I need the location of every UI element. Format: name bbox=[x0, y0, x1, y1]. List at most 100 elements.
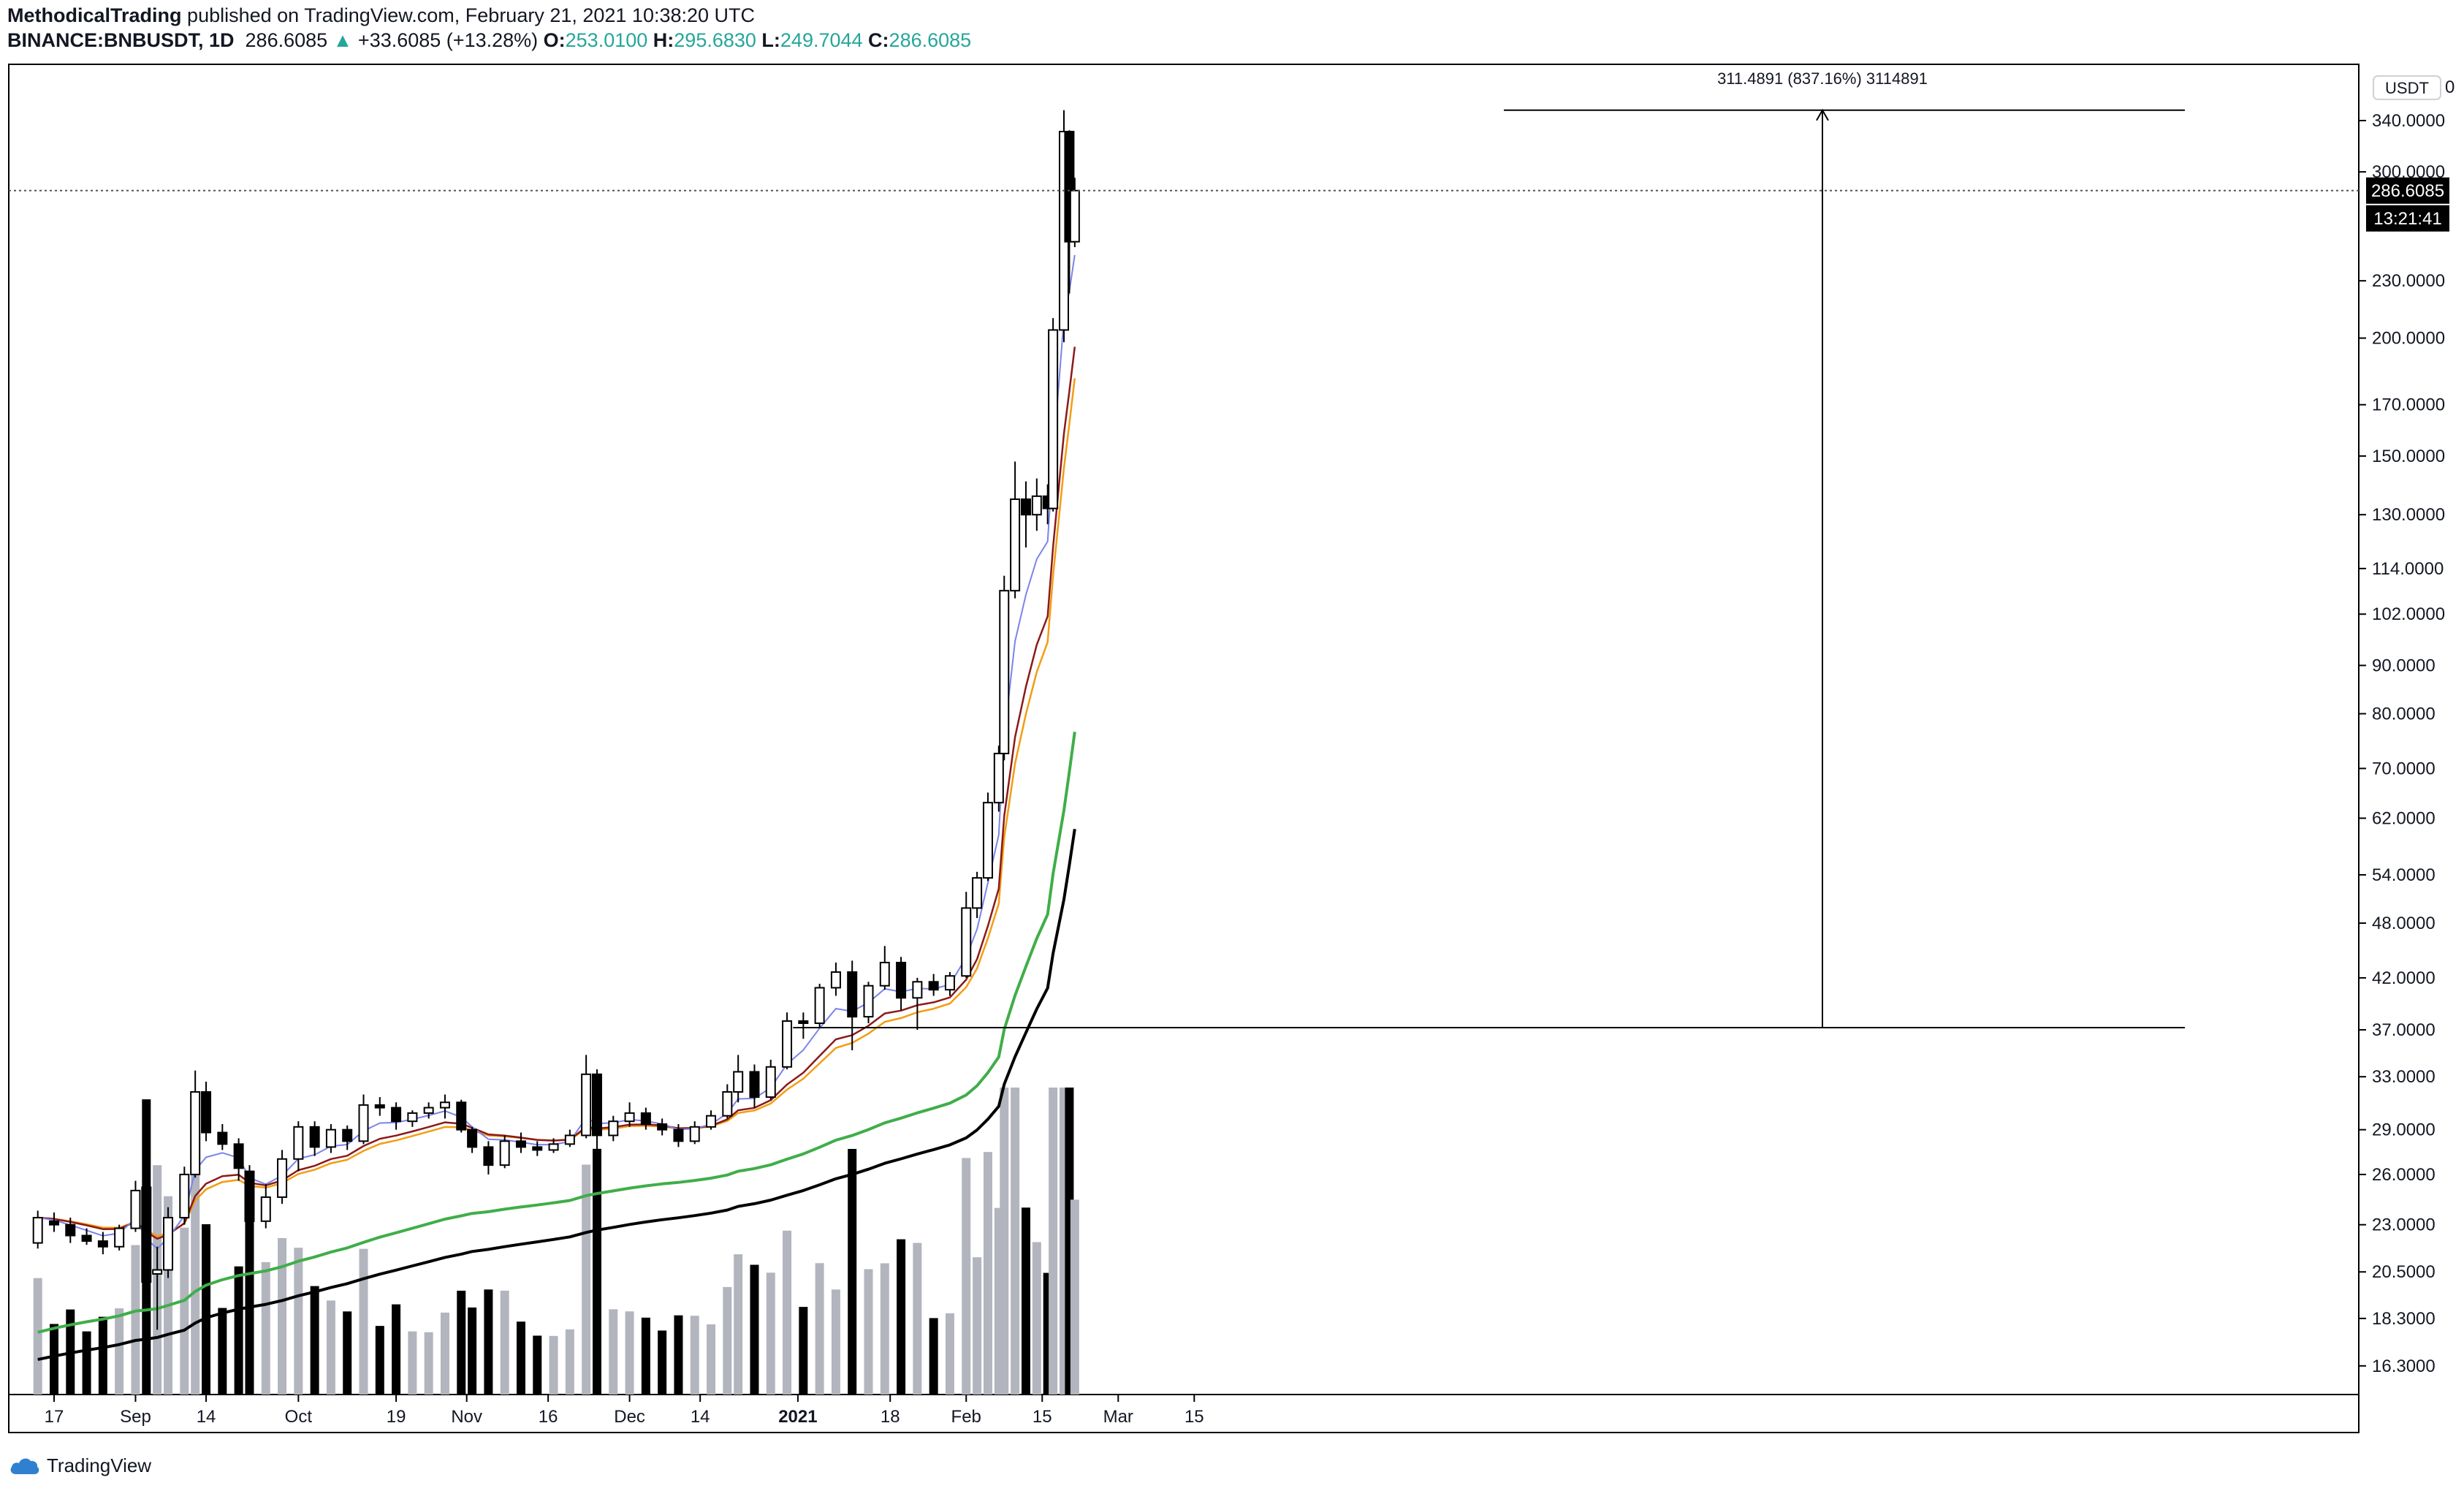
volume-bar bbox=[440, 1312, 449, 1395]
volume-bar bbox=[593, 1148, 601, 1395]
candle-body bbox=[879, 961, 890, 987]
price-tick-label: 130.0000 bbox=[2372, 505, 2445, 525]
volume-bar bbox=[783, 1230, 792, 1395]
candle-body bbox=[1020, 498, 1031, 516]
candle-body bbox=[456, 1101, 467, 1131]
candle-body bbox=[657, 1123, 668, 1131]
price-tick-label: 33.0000 bbox=[2372, 1067, 2436, 1087]
time-tick-label: Dec bbox=[614, 1407, 645, 1427]
volume-bar bbox=[261, 1262, 270, 1395]
price-change: +33.6085 (+13.28%) bbox=[357, 29, 539, 51]
price-tick-label: 37.0000 bbox=[2372, 1020, 2436, 1040]
volume-bar bbox=[609, 1309, 618, 1395]
volume-bar bbox=[1032, 1242, 1041, 1395]
time-tick-label: 17 bbox=[45, 1407, 64, 1427]
measure-label: 311.4891 (837.16%) 3114891 bbox=[1717, 69, 1928, 88]
volume-bar bbox=[848, 1148, 857, 1395]
price-tick-label: 90.0000 bbox=[2372, 656, 2436, 675]
candle-body bbox=[190, 1090, 201, 1175]
volume-bar bbox=[723, 1286, 732, 1395]
candle-body bbox=[32, 1217, 43, 1244]
candlesticks bbox=[32, 110, 1080, 1330]
candle-body bbox=[141, 1186, 152, 1283]
volume-bar bbox=[1021, 1207, 1030, 1395]
volume-bars bbox=[33, 1088, 1079, 1395]
volume-bar bbox=[359, 1248, 368, 1395]
last-price: 286.6085 bbox=[245, 29, 328, 51]
candle-body bbox=[114, 1227, 125, 1248]
time-tick-label: 15 bbox=[1185, 1407, 1204, 1427]
plot-frame bbox=[8, 64, 2360, 1433]
author-name[interactable]: MethodicalTrading bbox=[7, 4, 182, 26]
price-badges: 286.6085 13:21:41 bbox=[2366, 177, 2449, 232]
volume-bar bbox=[707, 1324, 716, 1395]
candle-body bbox=[309, 1126, 320, 1148]
candle-body bbox=[782, 1020, 793, 1068]
candle-body bbox=[798, 1020, 809, 1024]
candle-body bbox=[49, 1220, 59, 1226]
candle-body bbox=[325, 1128, 336, 1148]
volume-bar bbox=[973, 1257, 982, 1395]
price-tick-label: 102.0000 bbox=[2372, 604, 2445, 624]
measure-tool[interactable]: 311.4891 (837.16%) 3114891 bbox=[793, 69, 2185, 1028]
volume-bar bbox=[1011, 1088, 1020, 1395]
volume-bar bbox=[690, 1316, 699, 1395]
volume-bar bbox=[641, 1317, 650, 1395]
symbol-name: BINANCE:BNBUSDT, 1D bbox=[7, 29, 235, 51]
price-tick-label: 20.5000 bbox=[2372, 1262, 2436, 1282]
candle-body bbox=[65, 1223, 76, 1237]
candle-body bbox=[689, 1126, 700, 1142]
volume-bar bbox=[343, 1311, 352, 1395]
volume-bar bbox=[202, 1224, 211, 1395]
candle-body bbox=[673, 1128, 684, 1142]
time-tick-label: 19 bbox=[387, 1407, 406, 1427]
publish-text: published on TradingView.com, February 2… bbox=[187, 4, 756, 26]
volume-bar bbox=[913, 1242, 922, 1395]
currency-badge-tail: 0 bbox=[2445, 77, 2455, 97]
candle-body bbox=[277, 1158, 288, 1198]
price-tick-label: 230.0000 bbox=[2372, 271, 2445, 291]
candle-body bbox=[961, 907, 972, 977]
high-label: H: bbox=[653, 29, 674, 51]
open-label: O: bbox=[543, 29, 566, 51]
volume-bar bbox=[98, 1316, 107, 1395]
volume-bar bbox=[278, 1237, 287, 1395]
price-tick-label: 62.0000 bbox=[2372, 808, 2436, 828]
currency-badge[interactable]: 3 USDT 0 bbox=[2372, 75, 2455, 100]
candle-body bbox=[982, 802, 993, 879]
price-axis[interactable]: 340.0000300.0000230.0000200.0000170.0000… bbox=[2359, 111, 2445, 1376]
tradingview-brand[interactable]: TradingView bbox=[9, 1451, 151, 1480]
time-axis[interactable]: 17 Sep 14 Oct 19 Nov 16 Dec 14 2021 18 Feb 15 Mar 15 bbox=[45, 1395, 1204, 1427]
candle-body bbox=[993, 752, 1004, 804]
candle-body bbox=[439, 1101, 450, 1109]
candle-body bbox=[532, 1146, 543, 1151]
time-tick-label: Mar bbox=[1103, 1407, 1133, 1427]
volume-bar bbox=[457, 1290, 466, 1395]
tradingview-cloud-icon bbox=[10, 1458, 39, 1474]
volume-bar bbox=[799, 1307, 808, 1395]
volume-bar bbox=[115, 1308, 124, 1395]
candle-body bbox=[358, 1104, 369, 1142]
close-label: C: bbox=[868, 29, 889, 51]
price-tick-label: 170.0000 bbox=[2372, 395, 2445, 415]
candle-body bbox=[999, 590, 1010, 754]
low-value: 249.7044 bbox=[780, 29, 863, 51]
volume-bar bbox=[1070, 1199, 1079, 1395]
sma-black-line bbox=[37, 829, 1076, 1362]
candle-body bbox=[244, 1170, 255, 1222]
volume-bar bbox=[218, 1308, 227, 1395]
candle-body bbox=[391, 1107, 402, 1123]
volume-bar bbox=[33, 1278, 42, 1395]
price-tick-label: 23.0000 bbox=[2372, 1215, 2436, 1235]
price-tick-label: 150.0000 bbox=[2372, 447, 2445, 466]
open-value: 253.0100 bbox=[565, 29, 648, 51]
volume-bar bbox=[245, 1205, 254, 1395]
volume-bar bbox=[766, 1272, 775, 1395]
volume-bar bbox=[815, 1263, 824, 1395]
last-price-badge bbox=[2366, 177, 2449, 204]
price-tick-label: 80.0000 bbox=[2372, 705, 2436, 724]
time-tick-label: Feb bbox=[951, 1407, 981, 1427]
candle-body bbox=[152, 1269, 163, 1275]
candle-body bbox=[130, 1189, 141, 1229]
